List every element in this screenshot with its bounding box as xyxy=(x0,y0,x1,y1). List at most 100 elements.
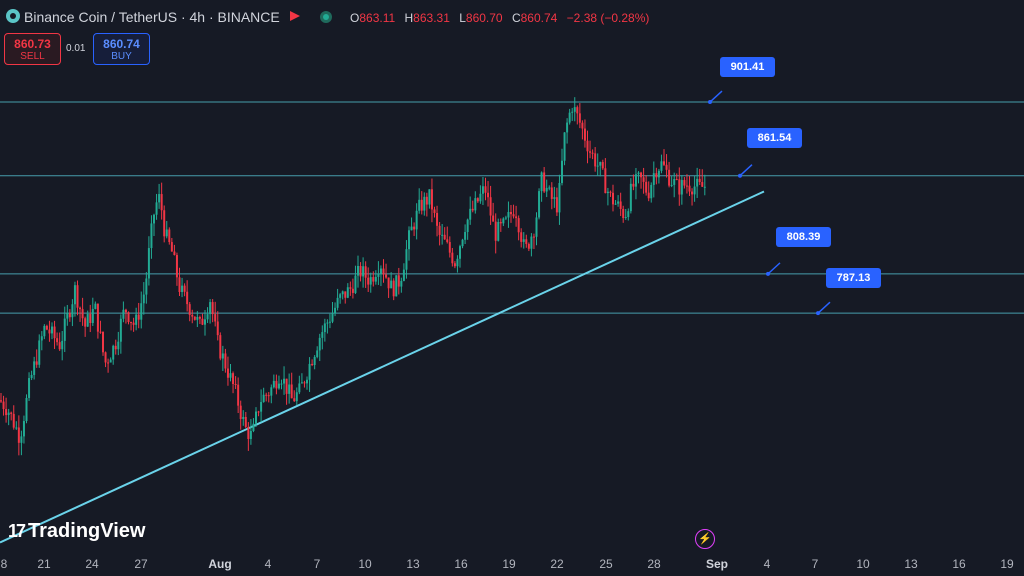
x-tick: 16 xyxy=(952,557,966,571)
flag-icon[interactable] xyxy=(290,11,300,21)
buy-button[interactable]: 860.74 BUY xyxy=(93,33,150,65)
level-label-808[interactable]: 808.39 xyxy=(776,227,831,247)
candle-body xyxy=(571,111,574,113)
sell-button[interactable]: 860.73 SELL xyxy=(4,33,61,65)
candle-body xyxy=(293,398,296,402)
x-tick: 13 xyxy=(406,557,420,571)
candle-body xyxy=(395,275,398,297)
candle-body xyxy=(629,183,632,212)
candle-body xyxy=(99,331,102,333)
level-anchor-dot xyxy=(708,100,712,105)
level-label-901[interactable]: 901.41 xyxy=(720,57,775,77)
candle-body xyxy=(471,208,474,211)
logo-text: TradingView xyxy=(28,520,146,542)
sell-label: SELL xyxy=(20,51,45,62)
candle-body xyxy=(270,387,273,396)
candle-body xyxy=(446,239,449,243)
candle-body xyxy=(234,384,237,386)
candle-body xyxy=(255,411,257,424)
candle-body xyxy=(30,374,33,379)
candle-body xyxy=(425,196,428,205)
x-tick: 13 xyxy=(904,557,918,571)
candle-body xyxy=(568,112,571,123)
candle-body xyxy=(601,162,604,169)
candle-body xyxy=(40,336,43,341)
candle-body xyxy=(642,177,645,182)
candle-body xyxy=(438,225,441,235)
candle-body xyxy=(79,307,82,310)
candle-body xyxy=(265,394,268,396)
candle-body xyxy=(232,373,235,385)
candle-body xyxy=(260,402,263,412)
lightning-icon[interactable]: ⚡ xyxy=(695,529,715,549)
candle-body xyxy=(701,182,704,187)
candle-body xyxy=(400,280,403,287)
candle-body xyxy=(275,380,278,389)
candle-body xyxy=(178,277,181,293)
candle-body xyxy=(76,285,79,308)
candle-body xyxy=(91,308,94,324)
candle-body xyxy=(479,193,482,202)
candle-body xyxy=(367,277,370,285)
candle-body xyxy=(132,322,135,325)
candle-body xyxy=(680,180,683,195)
candle-body xyxy=(58,342,61,350)
candle-body xyxy=(369,277,372,285)
candle-body xyxy=(86,314,89,327)
candle-body xyxy=(20,436,23,443)
symbol-icon[interactable] xyxy=(6,9,20,23)
candle-body xyxy=(606,191,609,194)
candle-body xyxy=(428,189,431,205)
candle-body xyxy=(402,269,405,281)
candle-body xyxy=(530,236,533,249)
candle-body xyxy=(209,302,212,315)
candle-body xyxy=(336,297,339,308)
candle-body xyxy=(581,122,584,129)
candle-body xyxy=(114,345,117,350)
candle-body xyxy=(640,172,643,178)
candle-body xyxy=(415,210,418,230)
candle-body xyxy=(318,337,321,351)
candle-body xyxy=(663,161,665,165)
candle-body xyxy=(191,314,194,317)
candle-body xyxy=(448,242,451,253)
tradingview-logo[interactable]: 17 TradingView xyxy=(8,520,145,543)
candle-body xyxy=(173,251,176,256)
candle-body xyxy=(632,183,635,187)
candle-body xyxy=(652,173,655,185)
candle-body xyxy=(614,203,617,205)
candle-body xyxy=(504,217,507,219)
candle-body xyxy=(48,329,51,334)
candle-body xyxy=(609,191,612,193)
candle-body xyxy=(10,412,13,414)
candle-body xyxy=(12,413,15,428)
candle-body xyxy=(242,416,245,419)
x-tick: 10 xyxy=(358,557,372,571)
candle-body xyxy=(670,184,673,186)
candle-body xyxy=(515,216,518,219)
candle-body xyxy=(655,173,658,178)
ohlc-readout: O863.11 H863.31 L860.70 C860.74 −2.38 (−… xyxy=(350,11,650,25)
candle-body xyxy=(81,309,84,319)
candle-body xyxy=(522,239,525,242)
candle-body xyxy=(252,423,255,432)
level-label-pointer xyxy=(709,90,723,103)
candle-body xyxy=(637,172,640,175)
candle-body xyxy=(84,318,87,327)
candle-body xyxy=(96,303,99,332)
x-tick: Sep xyxy=(705,557,729,571)
candle-body xyxy=(196,316,199,320)
level-label-861[interactable]: 861.54 xyxy=(747,128,802,148)
candle-body xyxy=(617,201,620,204)
candle-body xyxy=(650,184,653,199)
level-label-787[interactable]: 787.13 xyxy=(826,268,881,288)
candle-body xyxy=(576,107,579,114)
candle-body xyxy=(685,185,688,187)
candle-body xyxy=(489,197,492,216)
candle-body xyxy=(596,165,599,167)
symbol-title[interactable]: Binance Coin / TetherUS · 4h · BINANCE xyxy=(24,9,280,25)
buy-price: 860.74 xyxy=(103,37,140,51)
candle-body xyxy=(612,192,614,205)
candle-body xyxy=(122,309,125,319)
